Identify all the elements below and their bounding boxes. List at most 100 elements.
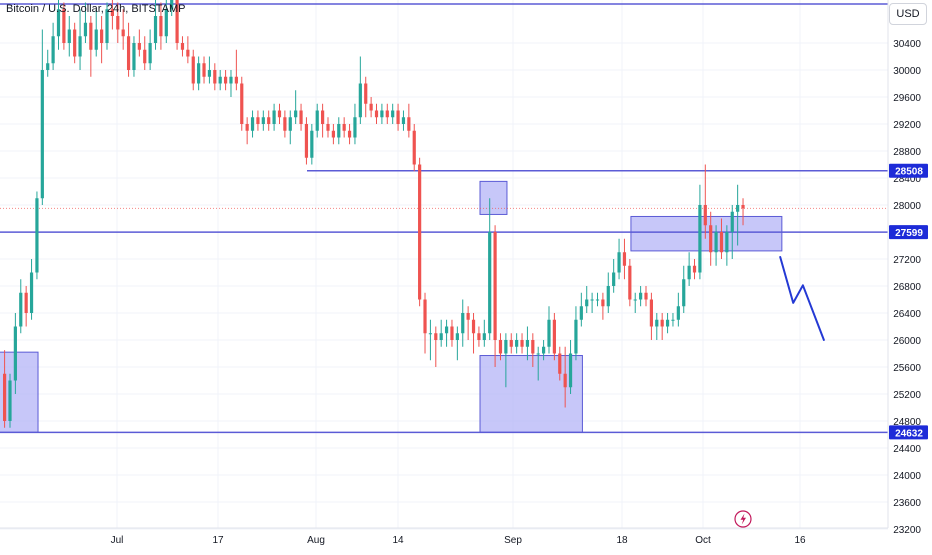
candle — [482, 319, 486, 347]
candle-body — [105, 9, 109, 43]
candle-body — [730, 211, 734, 232]
candle-body — [692, 265, 697, 273]
candle — [655, 313, 659, 340]
candle-body — [536, 353, 540, 355]
candle-body — [617, 252, 621, 273]
candle — [353, 103, 357, 145]
candle-body — [471, 319, 476, 334]
price-tick-label: 23600 — [893, 498, 921, 509]
candle — [89, 16, 93, 77]
candle — [407, 103, 411, 138]
candle-body — [520, 340, 524, 347]
candle — [714, 225, 718, 266]
candle-body — [288, 117, 292, 131]
candle-body — [272, 110, 276, 124]
candle-body — [391, 110, 395, 118]
candle-body — [29, 272, 34, 313]
candle — [401, 110, 406, 131]
price-tick-label: 28400 — [893, 174, 921, 185]
candle-body — [331, 130, 335, 138]
candle — [601, 292, 605, 320]
candle — [536, 346, 540, 381]
candle-body — [229, 76, 233, 84]
time-tick-label: 16 — [794, 535, 806, 546]
candle — [590, 292, 594, 313]
candle — [240, 76, 244, 131]
time-tick-label: 17 — [212, 535, 224, 546]
candle — [100, 16, 104, 64]
candle-body — [202, 63, 206, 77]
candle — [326, 117, 330, 138]
candle-body — [83, 22, 88, 37]
candle — [461, 299, 465, 347]
candle — [283, 110, 287, 138]
candle — [466, 306, 470, 340]
price-tick-label: 29600 — [893, 93, 921, 104]
candle-body — [347, 130, 352, 138]
candle — [164, 0, 168, 43]
candle-body — [682, 279, 686, 307]
candle — [315, 103, 319, 138]
candle — [358, 56, 362, 124]
candle — [51, 22, 55, 70]
candle — [374, 103, 379, 124]
candle — [391, 103, 395, 124]
price-tick-label: 27200 — [893, 255, 921, 266]
candle-body — [56, 9, 61, 37]
candle — [46, 49, 50, 77]
candle — [331, 124, 335, 145]
candle — [471, 313, 476, 354]
candle-body — [245, 124, 249, 131]
candle-body — [8, 380, 12, 421]
candle — [385, 103, 389, 124]
candle — [585, 286, 589, 313]
currency-button[interactable]: USD — [889, 3, 927, 25]
time-tick-label: Jul — [111, 535, 124, 546]
candle-body — [250, 117, 255, 131]
candle-body — [294, 110, 298, 118]
candle — [223, 70, 228, 91]
candle-body — [665, 319, 670, 327]
candle-body — [261, 117, 265, 124]
candle-body — [267, 117, 271, 124]
candle — [272, 103, 276, 131]
candle-body — [191, 56, 195, 84]
zone-box — [479, 355, 583, 433]
candle-body — [725, 232, 729, 253]
candle — [170, 0, 174, 16]
candle — [56, 0, 61, 50]
candle — [498, 333, 503, 361]
candle-body — [396, 110, 400, 124]
candle-body — [407, 117, 411, 131]
candle — [304, 117, 309, 165]
candle-body — [223, 76, 228, 84]
candle — [579, 292, 583, 327]
candle-body — [218, 76, 222, 84]
candle-body — [698, 205, 702, 273]
candle — [94, 9, 98, 57]
candle — [73, 22, 77, 64]
candle-body — [13, 326, 17, 381]
candle-body — [498, 340, 503, 354]
candle — [477, 326, 481, 347]
candle-body — [132, 43, 136, 70]
candle-body — [78, 36, 82, 57]
candle — [19, 279, 23, 334]
candle — [698, 184, 702, 280]
candle — [229, 70, 233, 97]
lightning-icon-bolt — [740, 513, 746, 525]
candle — [542, 340, 546, 361]
candle-body — [644, 292, 648, 300]
candle — [439, 319, 443, 347]
candle-body — [714, 232, 718, 253]
level-price-badge — [889, 225, 928, 240]
candle-body — [444, 326, 449, 334]
candle-body — [450, 326, 454, 340]
candle-body — [110, 9, 114, 16]
candle-body — [504, 340, 508, 354]
candle — [396, 103, 400, 131]
candle — [62, 2, 66, 50]
candle — [617, 238, 621, 280]
